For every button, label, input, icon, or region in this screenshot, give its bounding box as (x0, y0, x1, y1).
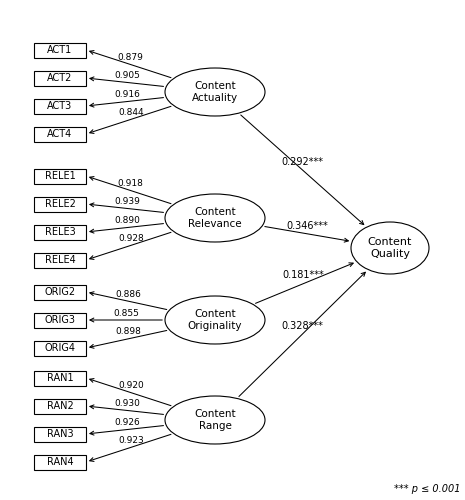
Text: RELE2: RELE2 (45, 199, 75, 209)
Text: 0.926: 0.926 (114, 418, 140, 427)
Text: 0.898: 0.898 (116, 328, 142, 336)
Text: RAN4: RAN4 (46, 457, 73, 467)
Text: ACT4: ACT4 (47, 129, 73, 139)
Text: Content
Quality: Content Quality (368, 237, 412, 259)
FancyBboxPatch shape (34, 454, 86, 469)
Text: 0.928: 0.928 (118, 234, 144, 243)
FancyBboxPatch shape (34, 168, 86, 184)
FancyBboxPatch shape (34, 340, 86, 355)
Text: RELE3: RELE3 (45, 227, 75, 237)
Text: 0.918: 0.918 (118, 179, 144, 188)
FancyBboxPatch shape (34, 196, 86, 212)
Text: 0.939: 0.939 (114, 197, 140, 206)
FancyBboxPatch shape (34, 426, 86, 442)
FancyBboxPatch shape (34, 42, 86, 58)
Text: *** p ≤ 0.001: *** p ≤ 0.001 (393, 484, 460, 494)
Ellipse shape (165, 68, 265, 116)
FancyBboxPatch shape (34, 98, 86, 114)
Text: 0.181***: 0.181*** (282, 270, 324, 280)
Text: 0.879: 0.879 (118, 53, 144, 62)
Text: RELE4: RELE4 (45, 255, 75, 265)
Text: 0.346***: 0.346*** (286, 221, 328, 231)
FancyBboxPatch shape (34, 70, 86, 86)
Text: Content
Relevance: Content Relevance (188, 207, 242, 229)
Text: 0.890: 0.890 (114, 216, 140, 225)
FancyBboxPatch shape (34, 370, 86, 386)
FancyBboxPatch shape (34, 398, 86, 413)
Text: 0.916: 0.916 (114, 90, 140, 99)
Text: 0.905: 0.905 (114, 71, 140, 80)
Text: ORIG3: ORIG3 (45, 315, 75, 325)
Text: Content
Actuality: Content Actuality (192, 81, 238, 103)
Text: 0.844: 0.844 (118, 108, 144, 117)
Text: RAN3: RAN3 (46, 429, 73, 439)
Text: ACT3: ACT3 (47, 101, 73, 111)
FancyBboxPatch shape (34, 312, 86, 328)
Text: RAN2: RAN2 (46, 401, 73, 411)
Text: RAN1: RAN1 (46, 373, 73, 383)
Text: 0.855: 0.855 (113, 308, 140, 318)
Text: 0.328***: 0.328*** (282, 321, 324, 331)
Text: ORIG2: ORIG2 (45, 287, 75, 297)
Ellipse shape (351, 222, 429, 274)
Text: ACT2: ACT2 (47, 73, 73, 83)
Text: RELE1: RELE1 (45, 171, 75, 181)
Text: 0.930: 0.930 (114, 399, 140, 408)
FancyBboxPatch shape (34, 284, 86, 300)
Text: ACT1: ACT1 (47, 45, 73, 55)
FancyBboxPatch shape (34, 126, 86, 142)
Ellipse shape (165, 396, 265, 444)
Text: 0.920: 0.920 (118, 381, 144, 390)
Text: 0.886: 0.886 (116, 290, 142, 298)
Text: 0.923: 0.923 (118, 436, 144, 445)
FancyBboxPatch shape (34, 224, 86, 240)
FancyBboxPatch shape (34, 252, 86, 268)
Ellipse shape (165, 296, 265, 344)
Text: 0.292***: 0.292*** (282, 157, 324, 167)
Ellipse shape (165, 194, 265, 242)
Text: Content
Originality: Content Originality (188, 309, 242, 331)
Text: ORIG4: ORIG4 (45, 343, 75, 353)
Text: Content
Range: Content Range (194, 409, 236, 431)
